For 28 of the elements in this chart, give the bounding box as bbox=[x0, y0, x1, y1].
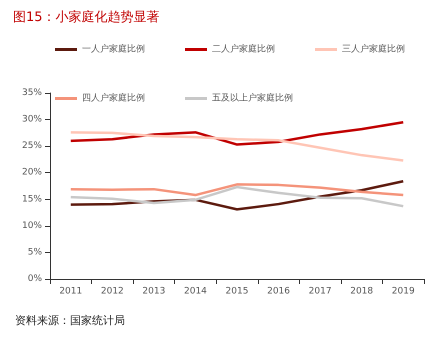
line-series bbox=[70, 120, 404, 146]
y-tick-label: 25% bbox=[22, 141, 42, 152]
line-series bbox=[70, 183, 404, 196]
x-tick-label: 2017 bbox=[308, 286, 332, 296]
y-tick-label: 15% bbox=[22, 194, 42, 204]
x-tick-label: 2018 bbox=[350, 286, 374, 296]
x-tick-label: 2014 bbox=[184, 286, 208, 296]
legend-label: 五及以上户家庭比例 bbox=[212, 92, 293, 104]
x-tick-label: 2019 bbox=[392, 286, 415, 296]
legend-label: 四人户家庭比例 bbox=[82, 92, 145, 104]
x-tick-label: 2011 bbox=[59, 286, 82, 296]
y-tick-label: 35% bbox=[22, 88, 42, 98]
y-tick-label: 5% bbox=[28, 247, 42, 258]
legend-label: 二人户家庭比例 bbox=[212, 44, 275, 54]
x-tick-label: 2015 bbox=[226, 286, 248, 296]
y-tick-label: 20% bbox=[22, 168, 42, 178]
chart-title: 图15：小家庭化趋势显著 bbox=[13, 9, 160, 25]
line-series bbox=[70, 186, 404, 208]
text: 资料来源：国家统计局 bbox=[15, 314, 125, 327]
x-tick-label: 2012 bbox=[100, 286, 124, 296]
x-tick-label: 2016 bbox=[267, 286, 290, 296]
legend-label: 三人户家庭比例 bbox=[342, 44, 405, 54]
line-series bbox=[70, 131, 404, 162]
x-tick-label: 2013 bbox=[142, 286, 166, 296]
y-tick-label: 30% bbox=[22, 114, 42, 125]
y-tick-label: 0% bbox=[28, 274, 42, 284]
legend-label: 一人户家庭比例 bbox=[82, 44, 145, 54]
y-tick-label: 10% bbox=[22, 220, 42, 231]
